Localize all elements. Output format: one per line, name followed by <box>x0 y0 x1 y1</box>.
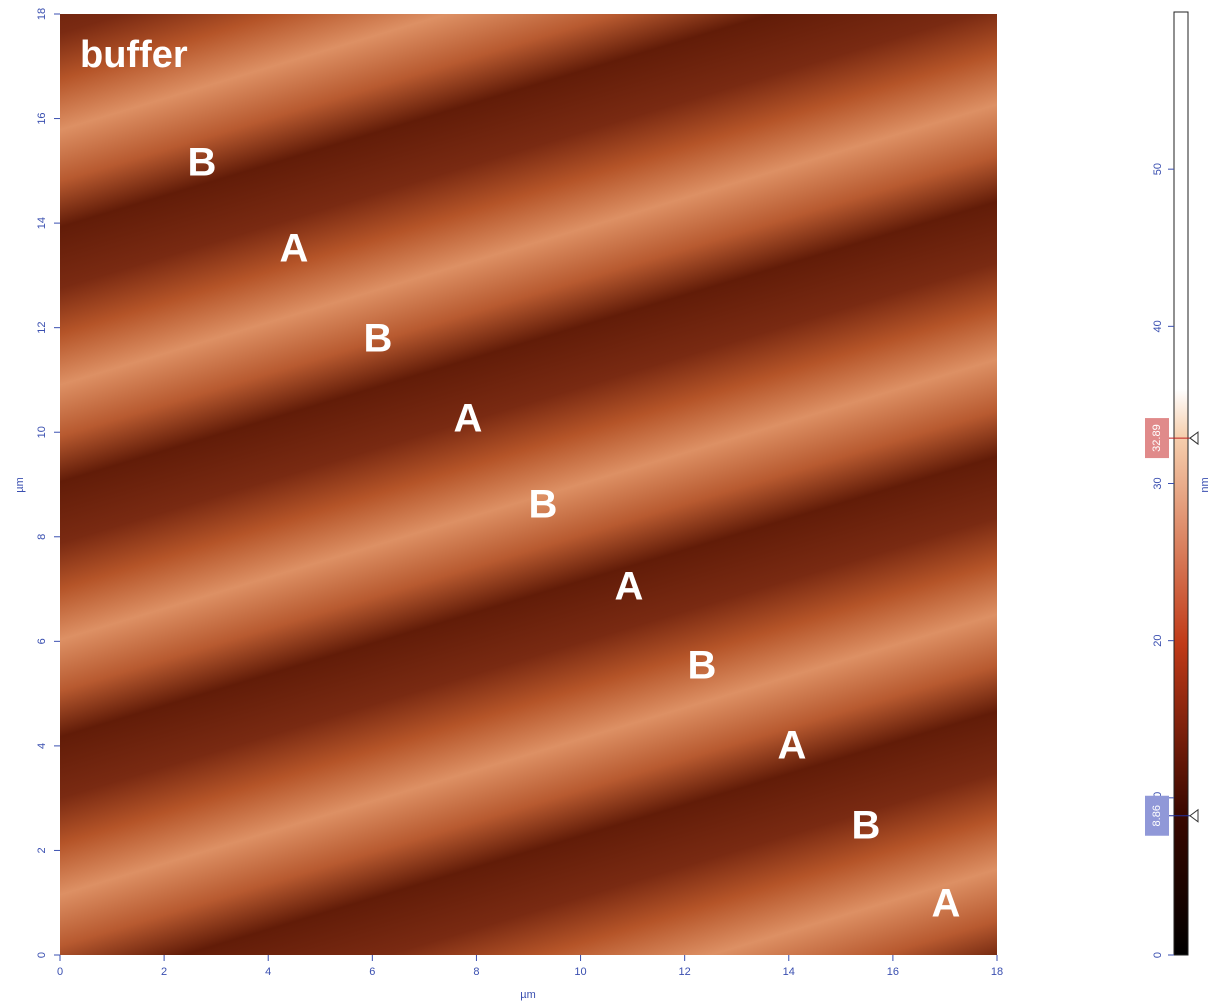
region-label: A <box>454 397 483 441</box>
y-tick-label: 16 <box>36 112 48 124</box>
marker-label: 32.89 <box>1151 424 1163 452</box>
region-label: B <box>188 141 217 185</box>
x-tick-label: 2 <box>161 966 167 978</box>
region-label: A <box>932 882 961 926</box>
afm-figure: buffer µm µm nm 0 2 4 6 8 10 12 14 16 18 0 2 4 6 8 10 12… <box>0 0 1216 1003</box>
colorbar-tick-label: 0 <box>1152 952 1164 958</box>
x-tick-label: 12 <box>679 966 691 978</box>
x-tick-label: 10 <box>574 966 586 978</box>
region-label: A <box>778 724 807 768</box>
y-tick-label: 6 <box>36 638 48 644</box>
colorbar-tick-label: 20 <box>1152 635 1164 647</box>
x-tick-label: 16 <box>887 966 899 978</box>
colorbar <box>1174 12 1188 955</box>
x-axis-label: µm <box>520 989 536 1001</box>
region-label: B <box>852 804 881 848</box>
y-tick-label: 0 <box>36 952 48 958</box>
y-tick-label: 12 <box>36 322 48 334</box>
colorbar-label: nm <box>1199 477 1211 492</box>
x-tick-label: 18 <box>991 966 1003 978</box>
y-axis-label: µm <box>14 477 26 493</box>
colorbar-tick-label: 50 <box>1152 163 1164 175</box>
y-tick-label: 2 <box>36 847 48 853</box>
x-tick-label: 6 <box>369 966 375 978</box>
region-label: A <box>615 565 644 609</box>
marker-arrow <box>1190 810 1198 822</box>
region-label: A <box>280 227 309 271</box>
x-tick-label: 8 <box>473 966 479 978</box>
region-label: B <box>529 483 558 527</box>
colorbar-tick-label: 30 <box>1152 477 1164 489</box>
region-label: B <box>364 317 393 361</box>
region-label: B <box>688 644 717 688</box>
x-tick-label: 4 <box>265 966 271 978</box>
x-tick-label: 14 <box>783 966 795 978</box>
image-label: buffer <box>80 34 188 76</box>
y-tick-label: 4 <box>36 743 48 749</box>
colorbar-tick-label: 40 <box>1152 320 1164 332</box>
y-tick-label: 18 <box>36 8 48 20</box>
marker-arrow <box>1190 432 1198 444</box>
x-tick-label: 0 <box>57 966 63 978</box>
marker-label: 8.86 <box>1151 805 1163 826</box>
y-tick-label: 10 <box>36 426 48 438</box>
y-tick-label: 14 <box>36 217 48 229</box>
y-tick-label: 8 <box>36 534 48 540</box>
